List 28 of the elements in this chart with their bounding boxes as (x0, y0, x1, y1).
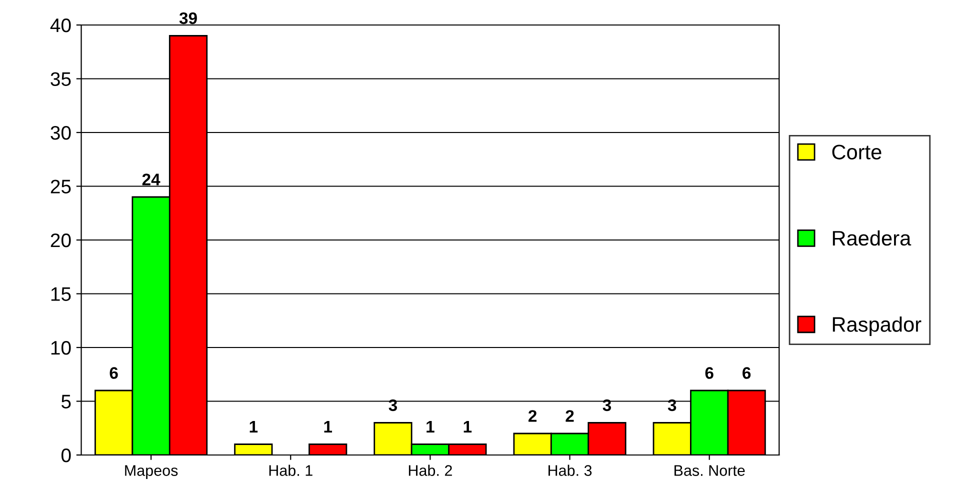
x-tick-label: Bas. Norte (674, 465, 745, 476)
y-tick-label: 10 (51, 340, 71, 355)
y-tick-label: 30 (50, 126, 71, 140)
data-label: 24 (142, 174, 160, 186)
legend-label: Raspador (832, 316, 922, 336)
data-label: 6 (705, 367, 714, 379)
y-tick-label: 35 (50, 72, 71, 86)
data-label: 2 (528, 410, 537, 422)
y-tick-label: 40 (50, 18, 71, 32)
x-tick-label: Hab. 3 (548, 464, 592, 476)
y-tick-label: 5 (62, 394, 71, 408)
data-label: 1 (324, 420, 332, 432)
data-label: 1 (426, 420, 434, 432)
y-tick-label: 15 (51, 287, 71, 301)
x-tick-label: Hab. 1 (269, 464, 312, 476)
data-label: 6 (742, 367, 751, 379)
legend-label: Raedera (832, 230, 912, 246)
y-tick-label: 20 (50, 233, 71, 248)
data-label: 2 (566, 410, 574, 422)
data-label: 1 (250, 420, 258, 432)
y-tick-label: 25 (50, 180, 71, 194)
legend-label: Corte (832, 144, 882, 160)
x-tick-label: Mapeos (125, 465, 178, 479)
x-tick-label: Hab. 2 (408, 464, 452, 476)
data-label: 1 (464, 420, 472, 432)
y-tick-label: 0 (61, 448, 71, 462)
data-label: 39 (179, 12, 197, 24)
data-label: 6 (110, 367, 118, 379)
